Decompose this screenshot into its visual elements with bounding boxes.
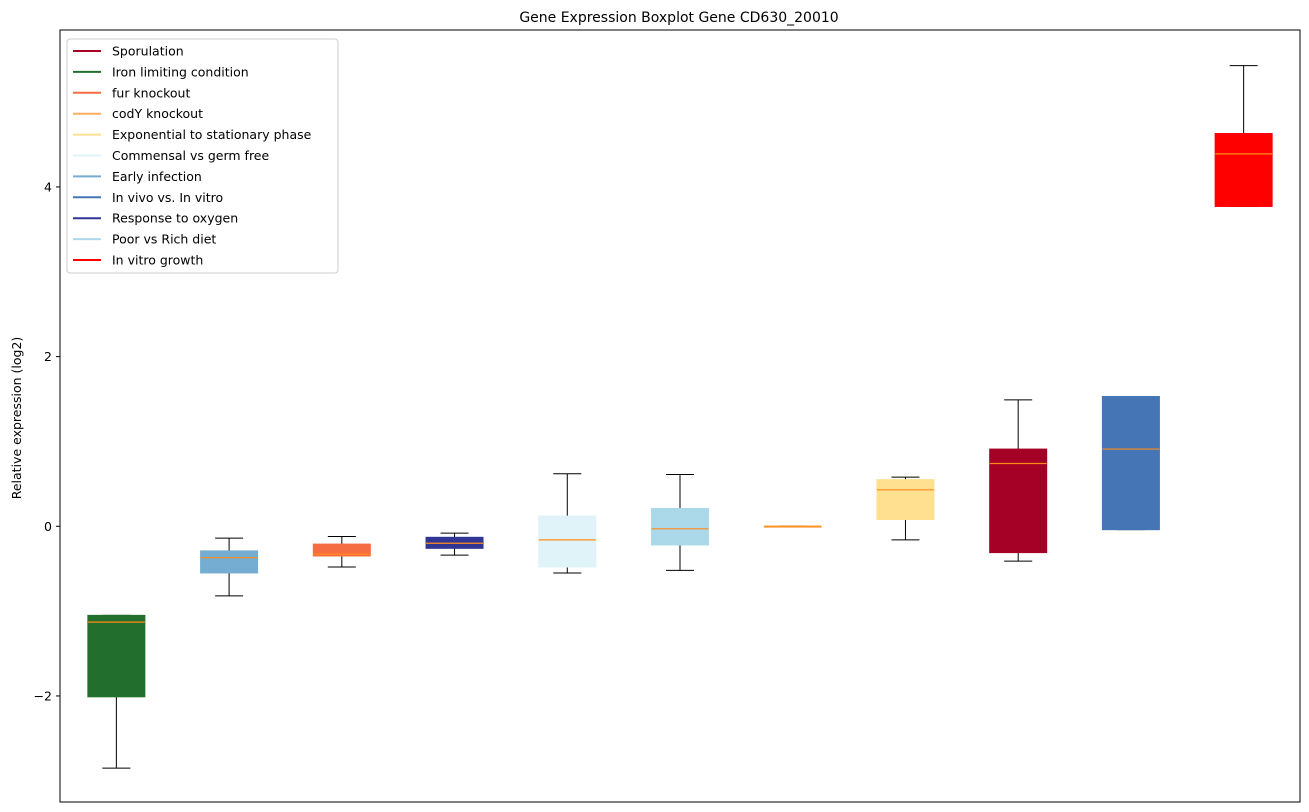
box-body bbox=[312, 543, 371, 557]
legend-item: Sporulation bbox=[73, 44, 184, 59]
box-body bbox=[876, 479, 935, 520]
legend-label: Iron limiting condition bbox=[112, 64, 249, 79]
legend-label: codY knockout bbox=[112, 106, 203, 121]
y-axis: −2 0 2 4 bbox=[34, 179, 60, 703]
box-3 bbox=[312, 535, 371, 568]
box-10 bbox=[1101, 395, 1160, 531]
box-body bbox=[651, 507, 709, 546]
box-body bbox=[1101, 395, 1160, 531]
y-tick-label: −2 bbox=[34, 688, 52, 703]
legend-item: fur knockout bbox=[73, 85, 190, 100]
box-11 bbox=[1214, 65, 1273, 207]
box-2 bbox=[200, 537, 259, 597]
legend-label: Commensal vs germ free bbox=[112, 148, 269, 163]
box-body bbox=[538, 515, 597, 568]
legend-label: Response to oxygen bbox=[112, 211, 238, 226]
legend-label: fur knockout bbox=[112, 85, 190, 100]
legend-item: In vivo vs. In vitro bbox=[73, 190, 223, 205]
y-tick-label: 4 bbox=[44, 179, 52, 194]
legend-item: Exponential to stationary phase bbox=[73, 127, 312, 142]
box-4 bbox=[425, 532, 484, 556]
legend: Sporulation Iron limiting condition fur kn… bbox=[66, 38, 339, 274]
y-tick-label: 2 bbox=[44, 349, 52, 364]
y-tick-label: 0 bbox=[44, 519, 52, 534]
box-8 bbox=[876, 476, 935, 541]
legend-item: In vitro growth bbox=[73, 253, 203, 268]
legend-label: In vivo vs. In vitro bbox=[112, 190, 223, 205]
legend-label: In vitro growth bbox=[112, 253, 203, 268]
box-body bbox=[200, 550, 259, 574]
legend-label: Exponential to stationary phase bbox=[112, 127, 312, 142]
box-9 bbox=[989, 399, 1048, 562]
box-body bbox=[989, 448, 1048, 554]
box-5 bbox=[538, 473, 597, 574]
box-body bbox=[87, 614, 146, 698]
legend-label: Sporulation bbox=[112, 44, 184, 59]
axes-frame bbox=[59, 29, 1301, 803]
legend-item: Iron limiting condition bbox=[73, 64, 249, 79]
legend-item: Response to oxygen bbox=[73, 211, 238, 226]
box-1 bbox=[87, 614, 146, 769]
legend-label: Early infection bbox=[112, 169, 202, 184]
box-6 bbox=[651, 474, 709, 571]
box-7 bbox=[763, 525, 822, 528]
plot-area bbox=[59, 29, 1301, 803]
y-axis-label: Relative expression (log2) bbox=[9, 337, 24, 500]
box-body bbox=[1214, 132, 1273, 207]
legend-frame bbox=[66, 38, 339, 274]
chart-title: Gene Expression Boxplot Gene CD630_20010 bbox=[519, 10, 838, 26]
legend-item: Poor vs Rich diet bbox=[73, 232, 216, 247]
legend-item: Early infection bbox=[73, 169, 202, 184]
legend-item: Commensal vs germ free bbox=[73, 148, 269, 163]
legend-item: codY knockout bbox=[73, 106, 203, 121]
legend-label: Poor vs Rich diet bbox=[112, 232, 216, 247]
